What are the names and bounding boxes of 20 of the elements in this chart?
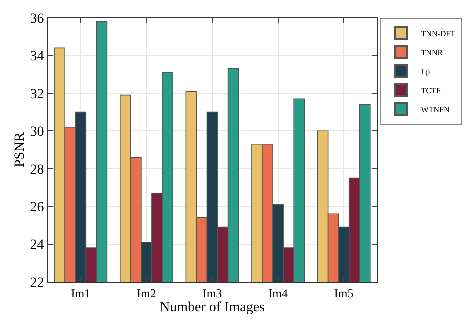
y-axis-title: PSNR (12, 132, 28, 168)
y-tick-label: 24 (30, 238, 44, 254)
y-tick-label: 34 (30, 50, 44, 65)
legend-label: TCTF (421, 86, 442, 96)
x-tick-label: Im4 (268, 286, 288, 300)
legend-label: WTNFN (421, 106, 450, 115)
y-tick-label: 28 (30, 162, 44, 178)
y-tick-label: 22 (30, 276, 44, 291)
legend-label: TNNR (421, 48, 444, 58)
x-axis-title: Number of Images (160, 300, 265, 316)
y-tick-label: 30 (30, 125, 44, 140)
x-tick-label: Im5 (334, 286, 354, 300)
x-tick-label: Im2 (137, 286, 156, 300)
y-tick-label: 26 (30, 200, 44, 216)
y-tick-label: 32 (30, 87, 44, 102)
legend-label: TNN-DFT (421, 30, 456, 39)
legend-label: Lp (421, 68, 430, 77)
x-tick-label: Im1 (71, 286, 91, 300)
y-tick-label: 36 (30, 12, 44, 27)
x-tick-label: Im3 (202, 286, 222, 300)
